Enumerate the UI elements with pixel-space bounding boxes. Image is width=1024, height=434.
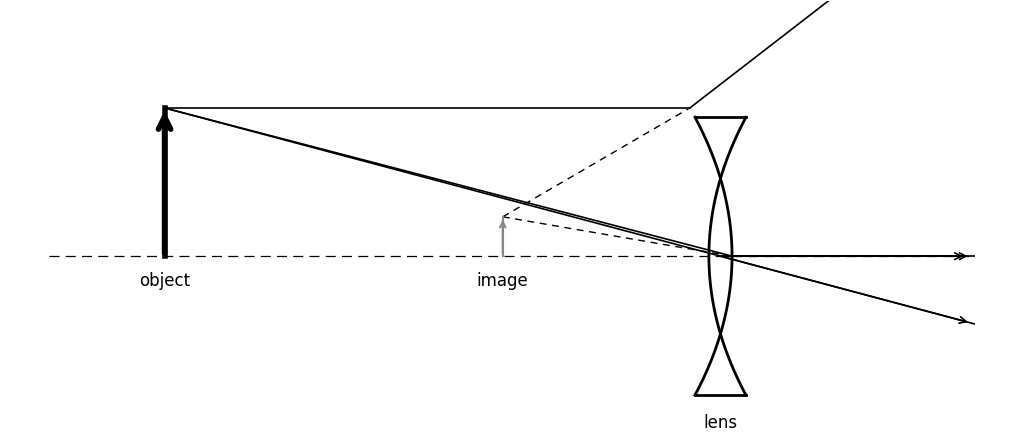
Text: object: object [139,273,190,290]
Text: image: image [477,273,528,290]
Text: lens: lens [703,414,737,432]
